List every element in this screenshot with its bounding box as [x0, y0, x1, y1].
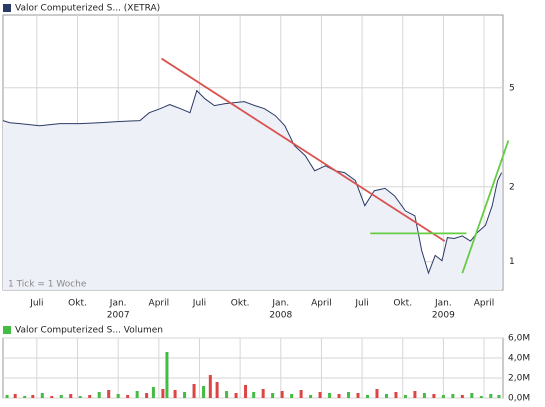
volume-bar	[309, 395, 313, 398]
y-tick-label: 2,0M	[508, 374, 530, 384]
volume-bar	[145, 393, 149, 398]
volume-bar	[337, 394, 341, 398]
x-tick-label: Okt.	[393, 299, 412, 309]
volume-bar	[271, 393, 275, 398]
legend-swatch	[3, 4, 11, 12]
volume-bar	[202, 386, 206, 398]
volume-bar	[347, 392, 351, 398]
volume-bar	[394, 392, 398, 398]
x-year-label: 2009	[432, 311, 455, 321]
volume-bar	[69, 394, 73, 398]
volume-bar	[161, 389, 165, 398]
volume-bar	[244, 385, 248, 398]
volume-bar	[384, 394, 388, 398]
volume-bar	[375, 389, 379, 398]
volume-bar	[173, 390, 177, 398]
x-tick-label: April	[311, 299, 332, 309]
volume-bar	[432, 394, 436, 398]
volume-bar	[165, 352, 169, 398]
x-tick-label: Jan.	[109, 299, 127, 309]
x-tick-label: Jan.	[271, 299, 289, 309]
volume-bar	[50, 396, 54, 398]
volume-bar	[23, 396, 27, 398]
volume-bar	[234, 393, 238, 398]
volume-bar	[40, 393, 44, 398]
x-tick-label: April	[474, 299, 495, 309]
volume-bar	[413, 391, 417, 398]
volume-bar	[126, 395, 130, 398]
volume-bar	[489, 394, 493, 398]
volume-bar	[299, 390, 303, 398]
y-tick-label: 4,0M	[508, 354, 530, 364]
volume-bar	[356, 393, 360, 398]
volume-bar	[365, 395, 369, 398]
volume-bar	[151, 387, 155, 398]
x-year-label: 2007	[107, 311, 130, 321]
volume-bar	[5, 395, 9, 398]
volume-bar	[225, 391, 229, 398]
volume-bar	[441, 395, 445, 398]
y-tick-label: 6,0M	[508, 334, 530, 344]
volume-bar	[183, 392, 187, 398]
volume-bar	[451, 394, 455, 398]
annotation: 1 Tick = 1 Woche	[8, 280, 87, 290]
volume-bar	[192, 384, 196, 398]
volume-bar	[422, 393, 426, 398]
volume-bar	[13, 394, 17, 398]
x-tick-label: Juli	[192, 299, 206, 309]
y-tick-label: 5	[509, 83, 515, 93]
legend-label: Valor Computerized S... Volumen	[15, 326, 163, 336]
volume-bar	[403, 395, 407, 398]
volume-bar	[460, 395, 464, 398]
volume-bar	[88, 395, 92, 398]
x-tick-label: Okt.	[68, 299, 87, 309]
volume-bar	[328, 393, 332, 398]
y-tick-label: 2	[509, 182, 515, 192]
x-tick-label: Juli	[29, 299, 43, 309]
trend-line	[161, 57, 446, 242]
y-tick-label: 1	[509, 257, 515, 267]
volume-bar	[59, 395, 63, 398]
volume-bar	[78, 396, 82, 398]
volume-bar	[290, 394, 294, 398]
x-tick-label: Jan.	[434, 299, 452, 309]
volume-bar	[280, 391, 284, 398]
volume-bar	[479, 396, 483, 398]
volume-bar	[107, 390, 111, 398]
y-tick-label: 0,0M	[508, 394, 530, 404]
price-line	[2, 89, 503, 275]
x-year-label: 2008	[269, 311, 292, 321]
volume-bar	[252, 392, 256, 398]
volume-bar	[31, 395, 35, 398]
volume-bar	[318, 392, 322, 398]
legend-label: Valor Computerized S... (XETRA)	[15, 4, 160, 14]
volume-bar	[470, 393, 474, 398]
trend-line	[461, 140, 510, 274]
volume-bar	[116, 394, 120, 398]
x-tick-label: April	[149, 299, 170, 309]
volume-bar	[208, 375, 212, 398]
volume-bar	[135, 391, 139, 398]
volume-bar	[215, 382, 219, 398]
x-tick-label: Okt.	[231, 299, 250, 309]
volume-panel	[2, 337, 504, 399]
volume-bar	[97, 392, 101, 398]
volume-bar	[261, 389, 265, 398]
price-area	[3, 90, 502, 290]
x-tick-label: Juli	[354, 299, 368, 309]
volume-bar	[497, 395, 501, 398]
legend-swatch	[3, 326, 11, 334]
